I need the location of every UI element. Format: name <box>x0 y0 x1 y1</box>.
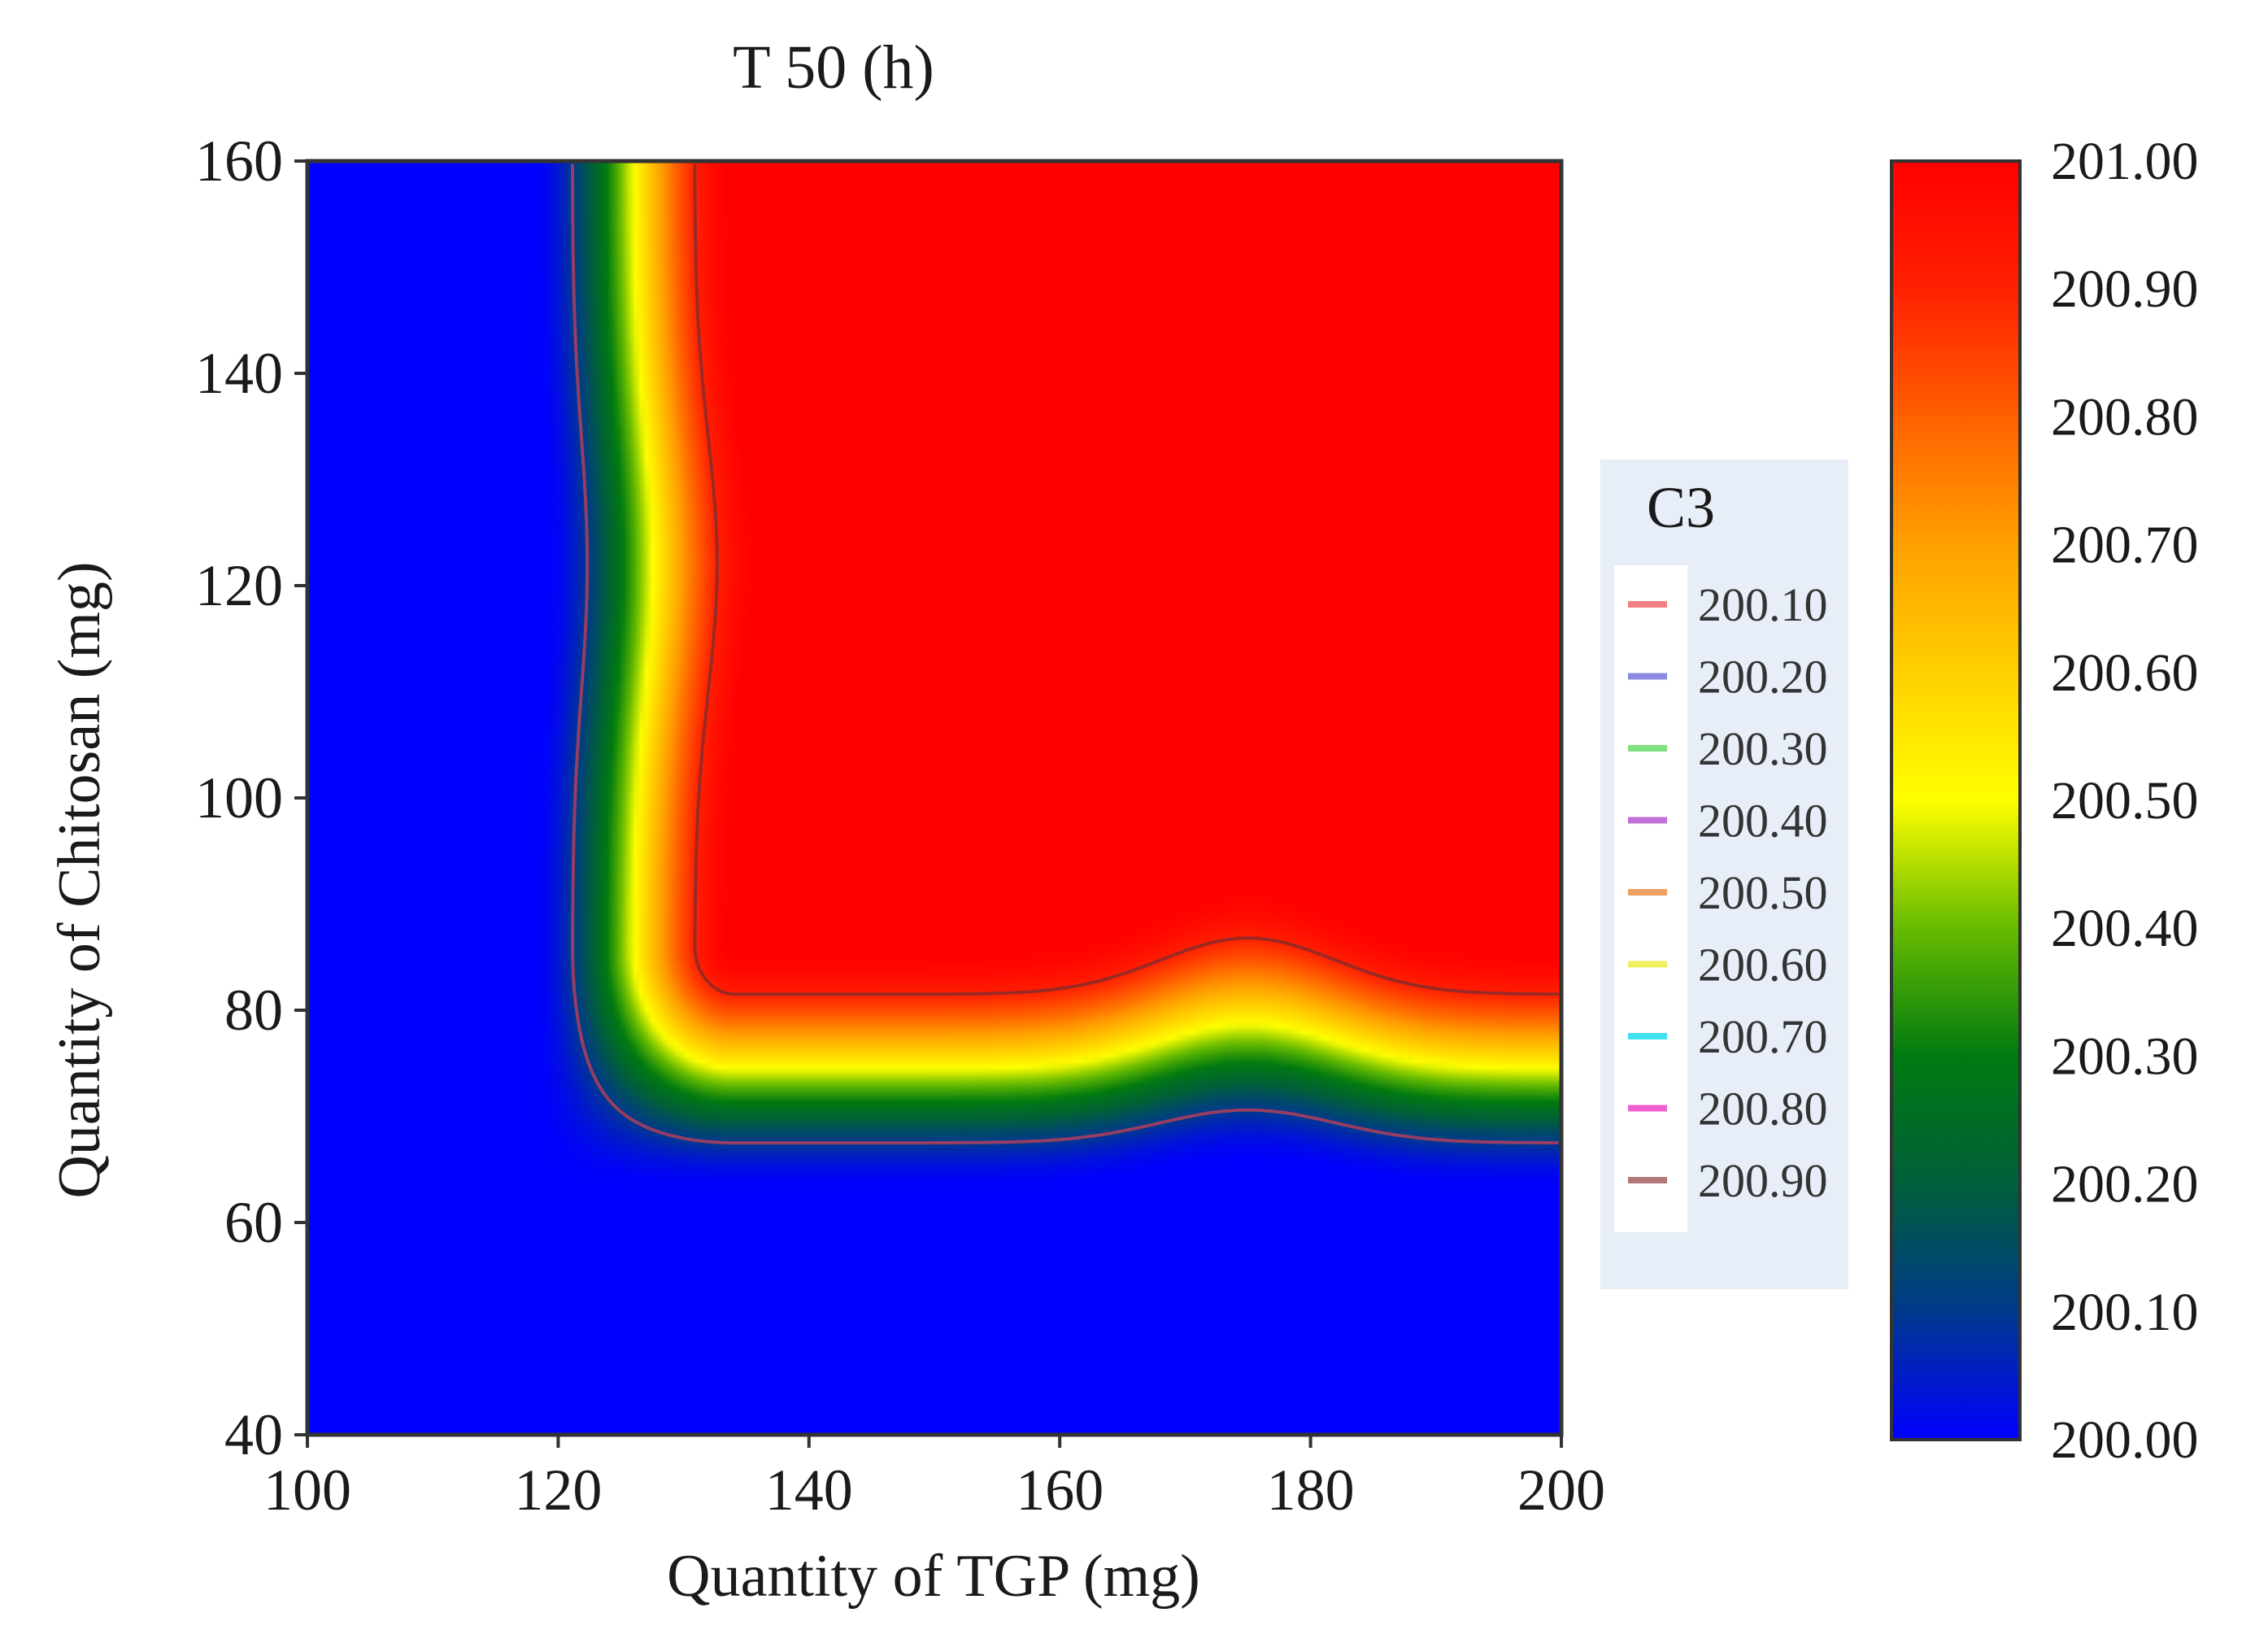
x-tick-label: 160 <box>1016 1458 1104 1523</box>
colorbar-tick-label: 200.70 <box>2051 516 2199 575</box>
legend-inner <box>1614 565 1687 1232</box>
colorbar-tick-label: 200.40 <box>2051 899 2199 958</box>
legend-entry-label: 200.40 <box>1698 795 1828 848</box>
x-axis-label: Quantity of TGP (mg) <box>667 1543 1200 1610</box>
x-tick-label: 100 <box>263 1458 351 1523</box>
x-tick-label: 200 <box>1517 1458 1605 1523</box>
colorbar-tick-label: 200.10 <box>2051 1283 2199 1342</box>
y-tick-label: 160 <box>195 129 283 194</box>
legend-entry-label: 200.20 <box>1698 651 1828 704</box>
legend-entry-label: 200.70 <box>1698 1010 1828 1063</box>
y-tick-label: 80 <box>224 978 283 1043</box>
colorbar-tick-label: 200.00 <box>2051 1410 2199 1470</box>
heatmap-surface <box>307 161 1561 1435</box>
y-tick-label: 60 <box>224 1190 283 1255</box>
legend-entry-label: 200.90 <box>1698 1154 1828 1207</box>
colorbar-tick-label: 200.80 <box>2051 387 2199 447</box>
x-tick-label: 140 <box>765 1458 853 1523</box>
y-tick-label: 120 <box>195 553 283 618</box>
legend-entry-label: 200.60 <box>1698 939 1828 991</box>
legend-title: C3 <box>1647 475 1715 540</box>
contour-line-200.10 <box>571 163 1559 1145</box>
x-axis: 100 120 140 160 180 200 <box>263 1435 1605 1523</box>
colorbar-fill <box>1890 159 2022 1441</box>
colorbar-tick-label: 200.30 <box>2051 1026 2199 1086</box>
contour-legend: C3 200.10 200.20 200.30 200.40 200.50 200.60 2… <box>1600 460 1848 1289</box>
colorbar-tick-label: 201.00 <box>2051 132 2199 191</box>
colorbar-tick-label: 200.20 <box>2051 1155 2199 1214</box>
legend-entry-label: 200.80 <box>1698 1083 1828 1135</box>
y-axis: 40 60 80 100 120 140 160 <box>195 129 307 1467</box>
legend-entry-label: 200.30 <box>1698 722 1828 775</box>
y-tick-label: 140 <box>195 341 283 406</box>
colorbar-tick-label: 200.90 <box>2051 259 2199 319</box>
colorbar: 200.00 200.10 200.20 200.30 200.40 200.50 200.… <box>1890 132 2199 1470</box>
y-tick-label: 40 <box>224 1402 283 1467</box>
colorbar-tick-label: 200.60 <box>2051 643 2199 703</box>
x-tick-label: 180 <box>1267 1458 1355 1523</box>
colorbar-tick-label: 200.50 <box>2051 771 2199 830</box>
contour-lines <box>571 163 1559 1145</box>
y-tick-label: 100 <box>195 765 283 830</box>
contour-line-200.90 <box>693 163 1559 996</box>
legend-entry-label: 200.10 <box>1698 578 1828 631</box>
legend-entry-label: 200.50 <box>1698 866 1828 919</box>
chart-title: T 50 (h) <box>733 33 934 102</box>
y-axis-label: Quantity of Chitosan (mg) <box>46 561 113 1198</box>
x-tick-label: 120 <box>514 1458 602 1523</box>
heatmap-image <box>307 161 1561 1435</box>
